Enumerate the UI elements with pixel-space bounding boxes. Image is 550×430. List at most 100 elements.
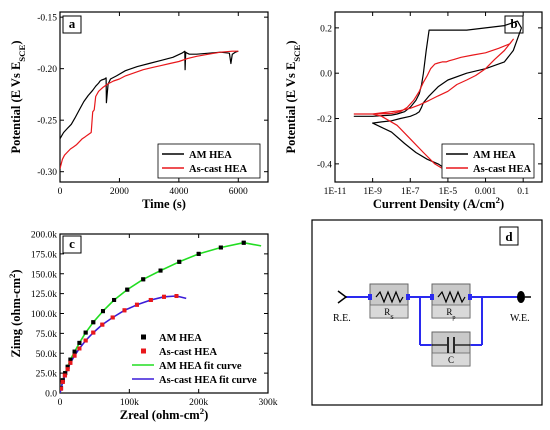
data-point-top [77,340,82,345]
y-tick-label: -0.4 [317,160,332,170]
panel-tag-label: d [505,229,513,244]
series-line-1 [353,38,514,169]
data-point-top [60,379,65,384]
x-tick-label: 1E-11 [324,187,347,197]
resistor-rp-pin-left [430,294,434,300]
resistor-rp-label: Rp [446,307,455,321]
data-point-top [68,360,73,365]
circuit-panel-d: d RS Rp C R.E. W.E. [311,219,543,406]
legend: AM HEA As-cast HEA [441,143,535,179]
data-point-top [100,322,105,327]
panel-tag: b [504,15,524,34]
data-point-top [65,364,70,369]
data-point-top [83,330,88,335]
data-point-top [77,346,82,351]
y-tick-label: -0.20 [37,65,57,75]
we-terminal [517,291,525,303]
panel-tag-box [499,226,519,246]
chart-panel-c: 0 100k 200k 300k 0.0 25.0k 50.0k 75.0k 100.0k 125… [7,231,278,423]
data-point-top [162,294,166,299]
data-point-top [72,349,77,354]
capacitor-c: C [431,331,471,367]
resistor-rs-pin-right [406,294,410,300]
chart-panel-b: 1E-11 1E-9 1E-7 1E-5 0.001 0.1 -0.4 -0.2 0.0 0.2 C… [284,11,543,211]
plot-frame [59,11,269,183]
legend: AM HEA As-cast HEA [157,143,261,179]
legend-label: AM HEA [473,150,516,161]
legend-box [157,143,261,179]
chart-panel-a: 0 2000 4000 6000 -0.30 -0.25 -0.20 -0.15 Time (s… [9,11,269,211]
legend: AM HEA As-cast HEA AM HEA fit curve As-cast… [132,333,257,386]
x-axis-label: Zreal (ohm-cm2) [120,406,209,422]
capacitor-label-box [431,352,471,367]
x-tick-label: 0 [58,187,63,197]
data-point-top [60,386,64,391]
panel-tag-box [504,15,524,34]
data-point-top [91,320,96,325]
panel-tag: c [62,235,82,254]
y-tick-label: 175.0k [31,250,57,260]
resistor-rp-zigzag [437,290,466,304]
x-axis-label: Current Density (A/cm2) [373,195,504,211]
y-tick-label: 0.2 [320,24,332,34]
panel-tag-label: b [510,16,517,31]
y-axis-label: Zimg (ohm-cm2) [7,269,23,357]
series-group [60,240,262,393]
panel-tag-label: c [69,236,75,251]
y-axis-label: Potential (E Vs ESCE) [284,41,302,154]
x-tick-label: 6000 [229,187,248,197]
resistor-rp: Rp [430,283,472,321]
re-label: R.E. [333,313,351,324]
data-point-top [134,302,139,307]
panel-tag-box [62,15,82,34]
data-point-top [72,353,77,358]
resistor-rs-label: RS [384,307,394,321]
legend-label: As-cast HEA [159,347,217,358]
plot-frame [334,11,543,183]
x-tick-label: 100k [120,398,139,408]
x-tick-label: 4000 [169,187,188,197]
x-tick-label: 1E-9 [363,187,382,197]
y-tick-label: -0.25 [37,117,57,127]
data-point-top [122,308,127,313]
legend-box [441,143,535,179]
y-tick-label: 125.0k [31,290,57,300]
series-group [353,20,523,169]
data-point-top [141,277,146,282]
data-point-top [148,297,153,302]
y-tick-label: 75.0k [36,330,58,340]
legend-swatch [141,334,146,340]
x-tick-label: 2000 [110,187,129,197]
y-tick-label: 0.0 [45,390,57,400]
y-tick-label: 50.0k [36,350,58,360]
legend-label: As-cast HEA [189,164,247,175]
legend-label: As-cast HEA fit curve [159,375,257,386]
data-point-top [65,367,70,372]
legend-swatch [141,348,146,354]
y-tick-label: 150.0k [31,270,57,280]
panel-tag: a [62,15,82,34]
data-point-top [125,287,130,292]
x-tick-label: 0 [58,398,63,408]
data-point-top [100,309,105,314]
data-point-top [174,294,179,299]
series-line-1 [60,50,239,169]
x-tick-label: 1E-5 [439,187,458,197]
legend-label: AM HEA [159,333,202,344]
panel-tag-box [62,235,82,254]
y-axis-label: Potential (E Vs ESCE) [9,41,27,154]
circuit-frame [311,219,543,406]
y-tick-label: 200.0k [31,231,57,241]
data-point-top [218,245,223,250]
series-line-0 [60,50,239,140]
data-point-top [158,268,163,273]
resistor-rp-label-box [431,304,471,319]
y-tick-label: -0.2 [317,115,332,125]
legend-label: As-cast HEA [473,164,531,175]
x-tick-label: 1E-7 [401,187,420,197]
legend-label: AM HEA fit curve [159,361,242,372]
x-tick-label: 0.001 [475,187,497,197]
resistor-rs-zigzag [375,290,404,304]
y-tick-label: -0.15 [37,14,57,24]
